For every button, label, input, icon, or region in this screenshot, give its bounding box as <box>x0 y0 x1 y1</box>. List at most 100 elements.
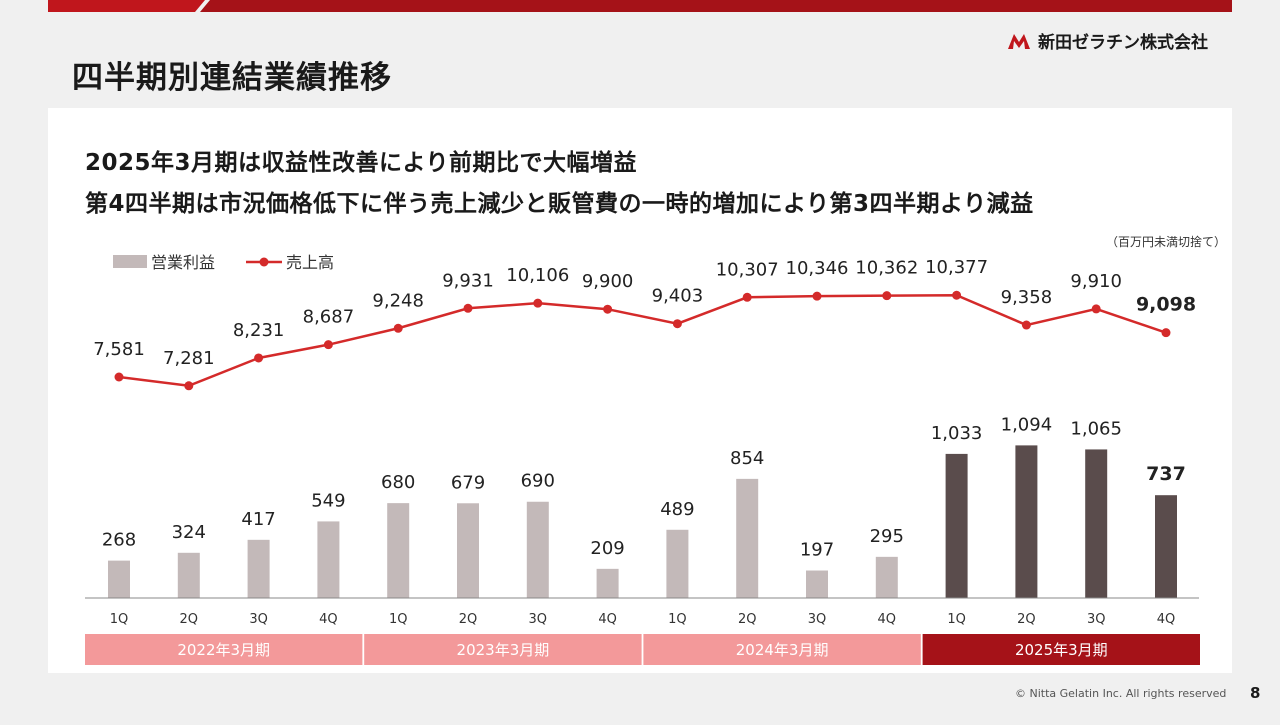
bar-value-label: 679 <box>451 472 485 493</box>
x-tick-label: 2Q <box>738 612 757 627</box>
bar-operating-profit <box>736 478 759 598</box>
bar-value-label: 197 <box>800 540 834 561</box>
line-value-label: 10,377 <box>925 257 988 278</box>
bar-operating-profit <box>247 539 270 598</box>
bar-operating-profit <box>1015 445 1038 598</box>
line-value-label: 9,910 <box>1070 271 1122 292</box>
x-tick-label: 2Q <box>180 612 199 627</box>
line-point-net-sales <box>603 304 613 314</box>
bar-value-label: 209 <box>590 538 624 559</box>
line-value-label: 10,362 <box>855 258 918 279</box>
line-point-net-sales <box>1091 304 1101 314</box>
bar-value-label: 1,094 <box>1001 414 1053 435</box>
line-point-net-sales <box>533 298 543 308</box>
legend-label-line: 売上高 <box>286 253 334 272</box>
bar-operating-profit <box>317 521 340 598</box>
legend-label-bars: 営業利益 <box>151 253 215 272</box>
bar-value-label: 324 <box>172 522 206 543</box>
line-point-net-sales <box>672 319 682 329</box>
line-value-label: 7,581 <box>93 339 145 360</box>
bar-value-label: 690 <box>521 471 555 492</box>
line-value-label: 7,281 <box>163 348 215 369</box>
fiscal-year-label: 2024年3月期 <box>736 641 829 659</box>
line-value-label: 9,931 <box>442 270 494 291</box>
headline-primary: 2025年3月期は収益性改善により前期比で大幅増益 <box>85 150 638 176</box>
line-value-label: 10,307 <box>716 259 779 280</box>
line-point-net-sales <box>952 290 962 300</box>
fiscal-year-band <box>364 634 642 665</box>
x-tick-label: 1Q <box>947 612 966 627</box>
fiscal-year-band <box>643 634 921 665</box>
legend-swatch-bars <box>113 255 147 268</box>
line-point-net-sales <box>254 353 264 363</box>
bar-operating-profit <box>526 501 549 598</box>
x-tick-label: 1Q <box>389 612 408 627</box>
bar-value-label: 854 <box>730 448 764 469</box>
line-point-net-sales <box>184 381 194 391</box>
line-point-net-sales <box>1021 320 1031 330</box>
line-value-label: 10,106 <box>506 265 569 286</box>
fiscal-year-label: 2022年3月期 <box>177 641 270 659</box>
unit-note: （百万円未満切捨て） <box>1105 235 1226 249</box>
line-point-net-sales <box>114 372 124 382</box>
company-name: 新田ゼラチン株式会社 <box>1038 33 1208 53</box>
line-point-net-sales <box>1161 328 1171 338</box>
line-value-label: 8,687 <box>303 307 355 328</box>
line-point-net-sales <box>882 291 892 301</box>
x-tick-label: 2Q <box>1017 612 1036 627</box>
x-tick-label: 4Q <box>878 612 897 627</box>
x-tick-label: 4Q <box>598 612 617 627</box>
x-tick-label: 4Q <box>319 612 338 627</box>
fiscal-year-label: 2025年3月期 <box>1015 641 1108 659</box>
page-title: 四半期別連結業績推移 <box>72 60 392 96</box>
bar-operating-profit <box>108 560 130 598</box>
bar-operating-profit <box>596 568 619 598</box>
line-value-label: 8,231 <box>233 320 285 341</box>
line-value-label: 9,403 <box>652 286 704 307</box>
company-logo: 新田ゼラチン株式会社 <box>1006 28 1208 53</box>
line-point-net-sales <box>463 303 473 313</box>
bar-operating-profit <box>177 552 200 598</box>
bar-value-label: 268 <box>102 530 136 551</box>
bar-operating-profit <box>1155 495 1177 598</box>
x-tick-label: 1Q <box>110 612 129 627</box>
fiscal-year-label: 2023年3月期 <box>457 641 550 659</box>
bar-value-label: 680 <box>381 472 415 493</box>
headline-secondary: 第4四半期は市況価格低下に伴う売上減少と販管費の一時的増加により第3四半期より減… <box>85 191 1034 217</box>
line-point-net-sales <box>812 291 822 301</box>
bar-value-label: 489 <box>660 499 694 520</box>
bar-value-label: 1,033 <box>931 423 983 444</box>
bar-operating-profit <box>666 529 689 598</box>
bar-value-label: 1,065 <box>1070 418 1122 439</box>
bar-operating-profit <box>875 556 898 598</box>
legend-marker-line <box>259 257 269 267</box>
line-value-label: 10,346 <box>786 258 849 279</box>
x-tick-label: 3Q <box>529 612 548 627</box>
bar-operating-profit <box>457 503 479 598</box>
line-net-sales <box>118 293 1167 388</box>
line-value-label: 9,900 <box>582 271 634 292</box>
line-point-net-sales <box>742 292 752 302</box>
line-value-label: 9,098 <box>1136 294 1196 316</box>
bar-value-label: 737 <box>1146 463 1186 485</box>
bar-operating-profit <box>806 570 828 598</box>
line-value-label: 9,358 <box>1001 287 1053 308</box>
line-point-net-sales <box>323 340 333 350</box>
bar-operating-profit <box>387 503 410 598</box>
line-value-label: 9,248 <box>372 290 424 311</box>
bar-operating-profit <box>1085 449 1108 598</box>
bar-value-label: 417 <box>241 509 275 530</box>
x-tick-label: 1Q <box>668 612 687 627</box>
x-tick-label: 3Q <box>1087 612 1106 627</box>
bar-value-label: 295 <box>870 526 904 547</box>
fiscal-year-band <box>922 634 1200 665</box>
line-point-net-sales <box>393 323 403 333</box>
x-tick-label: 2Q <box>459 612 478 627</box>
logo-mark-icon <box>1008 33 1030 49</box>
x-tick-label: 4Q <box>1157 612 1176 627</box>
bar-operating-profit <box>945 453 968 598</box>
bar-value-label: 549 <box>311 490 345 511</box>
top-accent-bar <box>48 0 1232 12</box>
page-number: 8 <box>1250 684 1261 702</box>
